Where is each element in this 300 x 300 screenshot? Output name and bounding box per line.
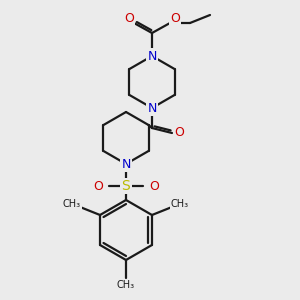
Text: O: O: [174, 127, 184, 140]
Text: CH₃: CH₃: [63, 199, 81, 209]
Text: O: O: [170, 13, 180, 26]
Text: S: S: [122, 179, 130, 193]
Text: CH₃: CH₃: [117, 280, 135, 290]
Text: N: N: [121, 158, 131, 170]
Text: N: N: [147, 101, 157, 115]
Text: N: N: [147, 50, 157, 62]
Text: O: O: [93, 179, 103, 193]
Text: O: O: [149, 179, 159, 193]
Text: CH₃: CH₃: [171, 199, 189, 209]
Text: O: O: [124, 13, 134, 26]
